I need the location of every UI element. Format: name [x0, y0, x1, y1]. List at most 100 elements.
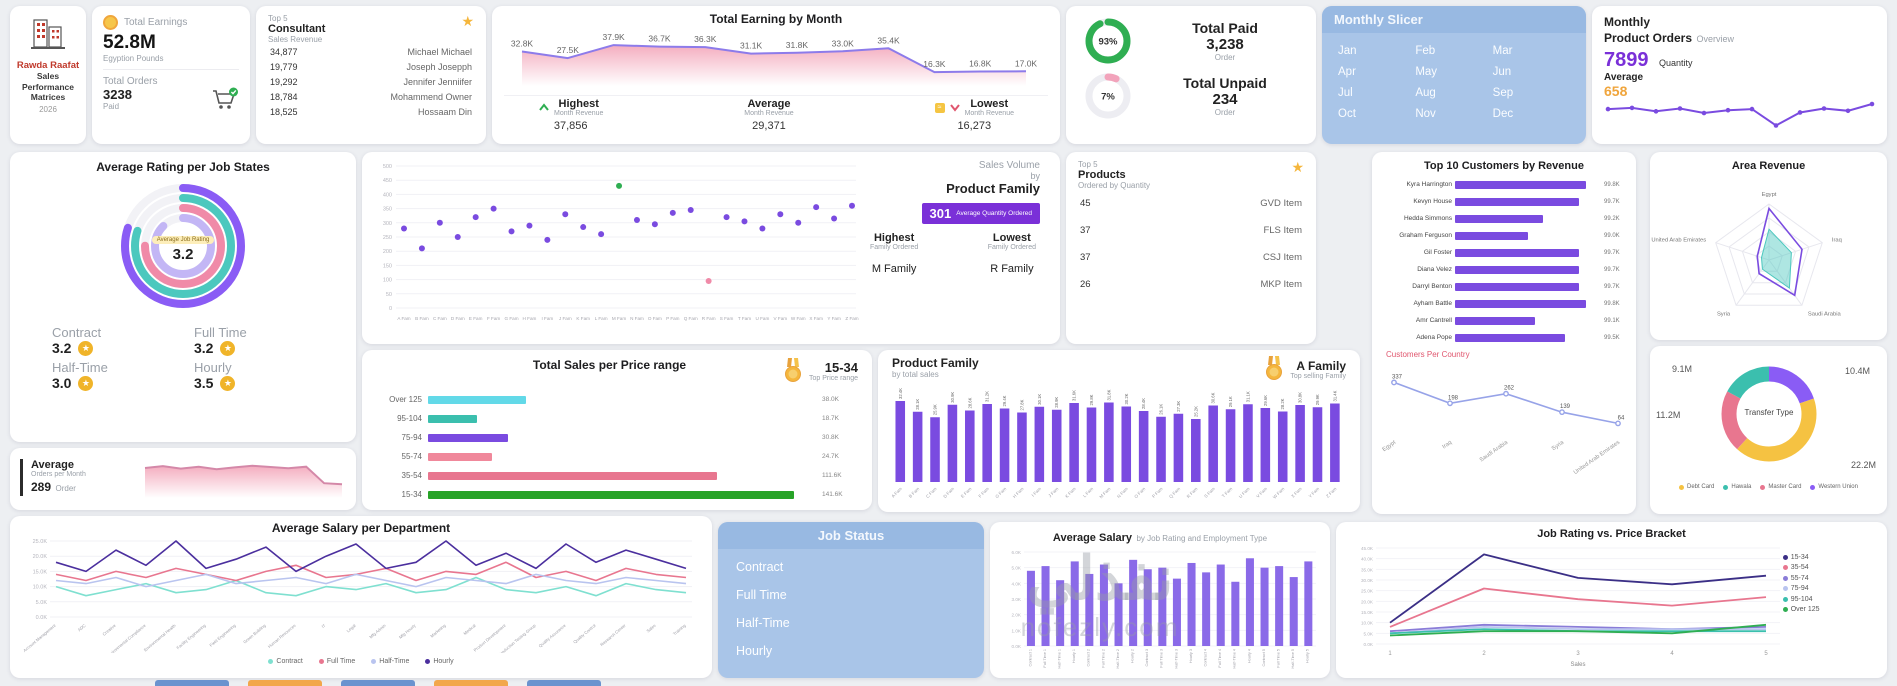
customer-bar[interactable] — [1455, 231, 1528, 240]
svg-text:17.0K: 17.0K — [1015, 58, 1038, 68]
star-icon — [1291, 160, 1304, 174]
svg-text:Full Time 1: Full Time 1 — [1043, 649, 1047, 668]
customer-bar[interactable] — [1455, 299, 1587, 308]
svg-text:30.8K: 30.8K — [1298, 392, 1303, 403]
month-aug[interactable]: Aug — [1415, 87, 1436, 99]
svg-text:Mfg Admin: Mfg Admin — [368, 623, 387, 640]
customer-row[interactable]: Gil Foster 99.7K — [1423, 248, 1620, 257]
rating-center-value: 3.2 — [172, 246, 194, 263]
price-range-row[interactable]: 15-34 141.6K — [401, 490, 843, 499]
warning-icon — [934, 102, 945, 113]
products-subtitle: Ordered by Quantity — [1078, 181, 1151, 190]
price-range-row[interactable]: 95-104 18.7K — [397, 414, 839, 423]
svg-text:L Fam: L Fam — [1082, 486, 1094, 498]
product-row: 26 MKP Item — [1080, 279, 1302, 290]
month-may[interactable]: May — [1415, 66, 1438, 78]
svg-text:Full Time 5: Full Time 5 — [1277, 649, 1281, 668]
jobstatus-contract[interactable]: Contract — [736, 560, 784, 574]
price-range-row[interactable]: 55-74 24.7K — [401, 452, 839, 461]
customer-row[interactable]: Diana Velez 99.7K — [1417, 265, 1620, 274]
customer-bar[interactable] — [1455, 265, 1580, 274]
jobstatus-hourly[interactable]: Hourly — [736, 644, 773, 658]
page-tab-4[interactable] — [434, 680, 508, 686]
svg-text:G Fam: G Fam — [994, 486, 1007, 499]
price-range-bar[interactable] — [428, 471, 717, 480]
earning-by-month-chart[interactable]: 32.8K 27.5K 37.9K 36.7K 36.3K 31.1K 31.8K 33.0K… — [504, 26, 1044, 88]
month-oct[interactable]: Oct — [1338, 108, 1356, 120]
price-range-row[interactable]: 75-94 30.8K — [401, 433, 839, 442]
customer-row[interactable]: Kyra Harrington 99.8K — [1406, 180, 1620, 189]
rating-rings-chart[interactable] — [103, 176, 263, 316]
svg-text:I Fam: I Fam — [1031, 486, 1043, 498]
paid-gauge[interactable]: 93% — [1082, 15, 1134, 67]
price-range-bar[interactable] — [428, 452, 493, 461]
consultant-row: 19,779 Joseph Josepph — [270, 61, 472, 72]
month-feb[interactable]: Feb — [1415, 45, 1436, 57]
svg-text:F Fam: F Fam — [977, 486, 990, 499]
price-range-bar[interactable] — [428, 490, 795, 499]
legend-item: 35-54 — [1782, 564, 1877, 571]
month-jun[interactable]: Jun — [1492, 66, 1512, 78]
customer-row[interactable]: Hedda Simmons 99.2K — [1403, 214, 1620, 223]
customer-row[interactable]: Amr Cantrell 99.1K — [1415, 316, 1620, 325]
job-status-title: Job Status — [718, 522, 984, 549]
month-nov[interactable]: Nov — [1415, 108, 1436, 120]
family-sales-bar-chart[interactable]: 32.4K A Fam 28.1K B Fam 25.9K C Fam 30.9K D Fam… — [888, 382, 1348, 508]
svg-text:X Fam: X Fam — [1290, 486, 1303, 499]
month-dec[interactable]: Dec — [1492, 108, 1514, 120]
month-sep[interactable]: Sep — [1492, 87, 1514, 99]
rating-price-legend: 15-34 35-54 55-74 75-94 95-104 Over 125 — [1782, 540, 1877, 617]
svg-text:500: 500 — [383, 164, 392, 170]
jobstatus-half-time[interactable]: Half-Time — [736, 616, 790, 630]
average-orders-value: 289 — [31, 479, 52, 494]
customer-row[interactable]: Ayham Battle 99.8K — [1413, 299, 1620, 308]
page-tab-2[interactable] — [248, 680, 322, 686]
price-range-row[interactable]: 35-54 111.6K — [401, 471, 842, 480]
month-jan[interactable]: Jan — [1338, 45, 1357, 57]
svg-text:198: 198 — [1448, 395, 1459, 401]
svg-text:U Fam: U Fam — [756, 316, 770, 321]
salary-rating-bar-chart[interactable]: 0.0K 1.0K 2.0K 3.0K 4.0K 5.0K 6.0K Contract 1 Fu… — [998, 546, 1320, 676]
customer-row[interactable]: Kevyn House 99.7K — [1413, 197, 1620, 206]
price-range-bar[interactable] — [428, 433, 508, 442]
customer-bar[interactable] — [1455, 282, 1580, 291]
customer-row[interactable]: Darryl Benton 99.7K — [1412, 282, 1620, 291]
month-mar[interactable]: Mar — [1492, 45, 1513, 57]
page-tab-5[interactable] — [527, 680, 601, 686]
sales-volume-scatter-chart[interactable]: 0 50 100 150 200 250 300 350 400 450 500 A Fam B Fam… — [372, 158, 860, 330]
month-jul[interactable]: Jul — [1338, 87, 1353, 99]
page-tab-1[interactable] — [155, 680, 229, 686]
svg-text:64: 64 — [1618, 415, 1625, 421]
transfer-type-donut-chart[interactable] — [1694, 352, 1844, 478]
price-range-row[interactable]: Over 125 38.0K — [389, 395, 839, 404]
customer-bar[interactable] — [1455, 248, 1580, 257]
customer-bar[interactable] — [1455, 180, 1587, 189]
customer-bar[interactable] — [1455, 197, 1580, 206]
area-revenue-radar-chart[interactable]: Egypt Iraq Saudi Arabia Syria United Arab Em… — [1651, 172, 1887, 332]
page-tab-3[interactable] — [341, 680, 415, 686]
customer-row[interactable]: Graham Ferguson 99.0K — [1399, 231, 1620, 240]
svg-text:Human Resources: Human Resources — [267, 623, 297, 649]
price-range-bar[interactable] — [428, 414, 477, 423]
customer-row[interactable]: Adena Pope 99.5K — [1416, 333, 1620, 342]
customer-bar[interactable] — [1455, 214, 1543, 223]
month-apr[interactable]: Apr — [1338, 66, 1356, 78]
rating-price-line-chart[interactable]: 0.0K 5.0K 10.0K 15.0K 20.0K 25.0K 30.0K 35.0K 40… — [1346, 540, 1783, 668]
average-orders-sparkline[interactable] — [141, 454, 346, 500]
rating-title: Average Rating per Job States — [96, 160, 270, 174]
svg-text:Egypt: Egypt — [1382, 440, 1398, 454]
price-range-bar[interactable] — [428, 395, 527, 404]
jobstatus-full-time[interactable]: Full Time — [736, 588, 787, 602]
svg-text:35.4K: 35.4K — [877, 35, 900, 45]
customer-bar[interactable] — [1455, 316, 1536, 325]
customer-bar[interactable] — [1455, 333, 1565, 342]
products-title: Products — [1078, 169, 1126, 181]
svg-text:15.0K: 15.0K — [1361, 610, 1374, 615]
svg-text:31.6K: 31.6K — [1072, 390, 1077, 401]
svg-text:100: 100 — [383, 278, 392, 284]
orders-sparkline-chart[interactable] — [1602, 96, 1878, 140]
unpaid-gauge[interactable]: 7% — [1082, 70, 1134, 122]
customers-per-country-chart[interactable]: 337 198 262 139 64 Egypt Iraq Saudi Arabia Syria… — [1378, 359, 1630, 477]
svg-text:262: 262 — [1504, 386, 1515, 392]
